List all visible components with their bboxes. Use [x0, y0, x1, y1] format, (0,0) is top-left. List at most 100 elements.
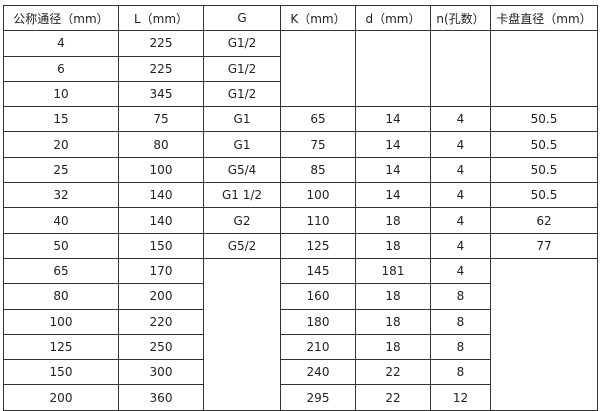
cell-length: 140 — [118, 207, 204, 234]
table-row: 65 170 145 181 4 — [3, 257, 598, 411]
cell-chuck-diameter: 77 — [490, 232, 598, 259]
cell-length: 225 — [118, 30, 204, 57]
cell-nominal-diameter: 100 — [3, 308, 119, 335]
cell-thread-g: G1/2 — [203, 30, 281, 57]
cell-nominal-diameter: 6 — [3, 55, 119, 82]
cell-d: 14 — [355, 131, 431, 158]
cell-chuck-diameter: 50.5 — [490, 131, 598, 158]
cell-hole-count: 4 — [430, 207, 491, 234]
table-row: 80 200 160 18 8 — [3, 283, 598, 310]
cell-thread-g: G1/2 — [203, 80, 281, 108]
cell-hole-count: 8 — [430, 308, 491, 335]
cell-length: 345 — [118, 80, 204, 108]
cell-d: 18 — [355, 232, 431, 259]
cell-k: 125 — [280, 232, 356, 259]
cell-d: 14 — [355, 182, 431, 209]
merged-empty-cell — [280, 30, 356, 108]
cell-d: 14 — [355, 106, 431, 133]
cell-thread-g: G2 — [203, 207, 281, 234]
cell-k: 65 — [280, 106, 356, 133]
cell-d: 18 — [355, 308, 431, 335]
cell-length: 140 — [118, 182, 204, 209]
cell-nominal-diameter: 150 — [3, 359, 119, 386]
cell-hole-count: 8 — [430, 283, 491, 310]
cell-d: 18 — [355, 207, 431, 234]
header-d: d（mm） — [355, 4, 431, 32]
cell-nominal-diameter: 4 — [3, 30, 119, 57]
cell-length: 225 — [118, 55, 204, 82]
cell-hole-count: 4 — [430, 257, 491, 285]
table-row: 125 250 210 18 8 — [3, 333, 598, 361]
header-hole-count: n(孔数） — [430, 4, 491, 32]
cell-nominal-diameter: 65 — [3, 257, 119, 285]
cell-hole-count: 4 — [430, 131, 491, 158]
cell-chuck-diameter: 50.5 — [490, 106, 598, 133]
cell-d: 18 — [355, 333, 431, 361]
cell-k: 160 — [280, 283, 356, 310]
cell-length: 300 — [118, 359, 204, 386]
cell-thread-g: G1 1/2 — [203, 182, 281, 209]
table-row: 15 75 G1 65 14 4 50.5 — [3, 106, 598, 133]
cell-nominal-diameter: 32 — [3, 182, 119, 209]
cell-chuck-diameter: 50.5 — [490, 156, 598, 184]
merged-empty-cell — [490, 30, 598, 108]
cell-k: 210 — [280, 333, 356, 361]
cell-nominal-diameter: 50 — [3, 232, 119, 259]
spec-table: 公称通径（mm） L（mm） G K（mm） d（mm） n(孔数） 卡盘直径（mm） 4 22… — [3, 4, 598, 411]
cell-length: 100 — [118, 156, 204, 184]
cell-k: 295 — [280, 384, 356, 411]
cell-k: 85 — [280, 156, 356, 184]
header-nominal-diameter: 公称通径（mm） — [3, 4, 119, 32]
table-row: 32 140 G1 1/2 100 14 4 50.5 — [3, 182, 598, 209]
cell-hole-count: 12 — [430, 384, 491, 411]
cell-thread-g: G1 — [203, 106, 281, 133]
cell-nominal-diameter: 80 — [3, 283, 119, 310]
merged-empty-cell — [355, 30, 431, 108]
cell-length: 75 — [118, 106, 204, 133]
table-row: 6 225 G1/2 — [3, 55, 598, 82]
cell-thread-g: G5/2 — [203, 232, 281, 259]
cell-k: 75 — [280, 131, 356, 158]
cell-nominal-diameter: 125 — [3, 333, 119, 361]
header-thread-g: G — [203, 4, 281, 32]
cell-d: 18 — [355, 283, 431, 310]
table-row: 50 150 G5/2 125 18 4 77 — [3, 232, 598, 259]
cell-nominal-diameter: 200 — [3, 384, 119, 411]
cell-length: 360 — [118, 384, 204, 411]
merged-empty-cell — [203, 257, 281, 411]
header-row: 公称通径（mm） L（mm） G K（mm） d（mm） n(孔数） 卡盘直径（mm） — [3, 4, 598, 32]
table-row: 200 360 295 22 12 — [3, 384, 598, 411]
table-row: 40 140 G2 110 18 4 62 — [3, 207, 598, 234]
table-row: 4 225 G1/2 — [3, 30, 598, 108]
cell-hole-count: 8 — [430, 359, 491, 386]
cell-nominal-diameter: 15 — [3, 106, 119, 133]
header-chuck-diameter: 卡盘直径（mm） — [490, 4, 598, 32]
cell-d: 14 — [355, 156, 431, 184]
cell-chuck-diameter: 50.5 — [490, 182, 598, 209]
cell-d: 22 — [355, 359, 431, 386]
cell-d: 22 — [355, 384, 431, 411]
header-length: L（mm） — [118, 4, 204, 32]
cell-k: 180 — [280, 308, 356, 335]
cell-k: 110 — [280, 207, 356, 234]
cell-hole-count: 8 — [430, 333, 491, 361]
cell-nominal-diameter: 10 — [3, 80, 119, 108]
cell-length: 200 — [118, 283, 204, 310]
cell-hole-count: 4 — [430, 106, 491, 133]
cell-nominal-diameter: 20 — [3, 131, 119, 158]
cell-length: 150 — [118, 232, 204, 259]
table-row: 20 80 G1 75 14 4 50.5 — [3, 131, 598, 158]
cell-chuck-diameter: 62 — [490, 207, 598, 234]
cell-nominal-diameter: 40 — [3, 207, 119, 234]
table-row: 150 300 240 22 8 — [3, 359, 598, 386]
cell-d: 181 — [355, 257, 431, 285]
cell-thread-g: G1/2 — [203, 55, 281, 82]
cell-hole-count: 4 — [430, 156, 491, 184]
cell-hole-count: 4 — [430, 182, 491, 209]
cell-hole-count: 4 — [430, 232, 491, 259]
merged-empty-cell — [490, 257, 598, 411]
cell-length: 80 — [118, 131, 204, 158]
header-k: K（mm） — [280, 4, 356, 32]
cell-nominal-diameter: 25 — [3, 156, 119, 184]
merged-empty-cell — [430, 30, 491, 108]
